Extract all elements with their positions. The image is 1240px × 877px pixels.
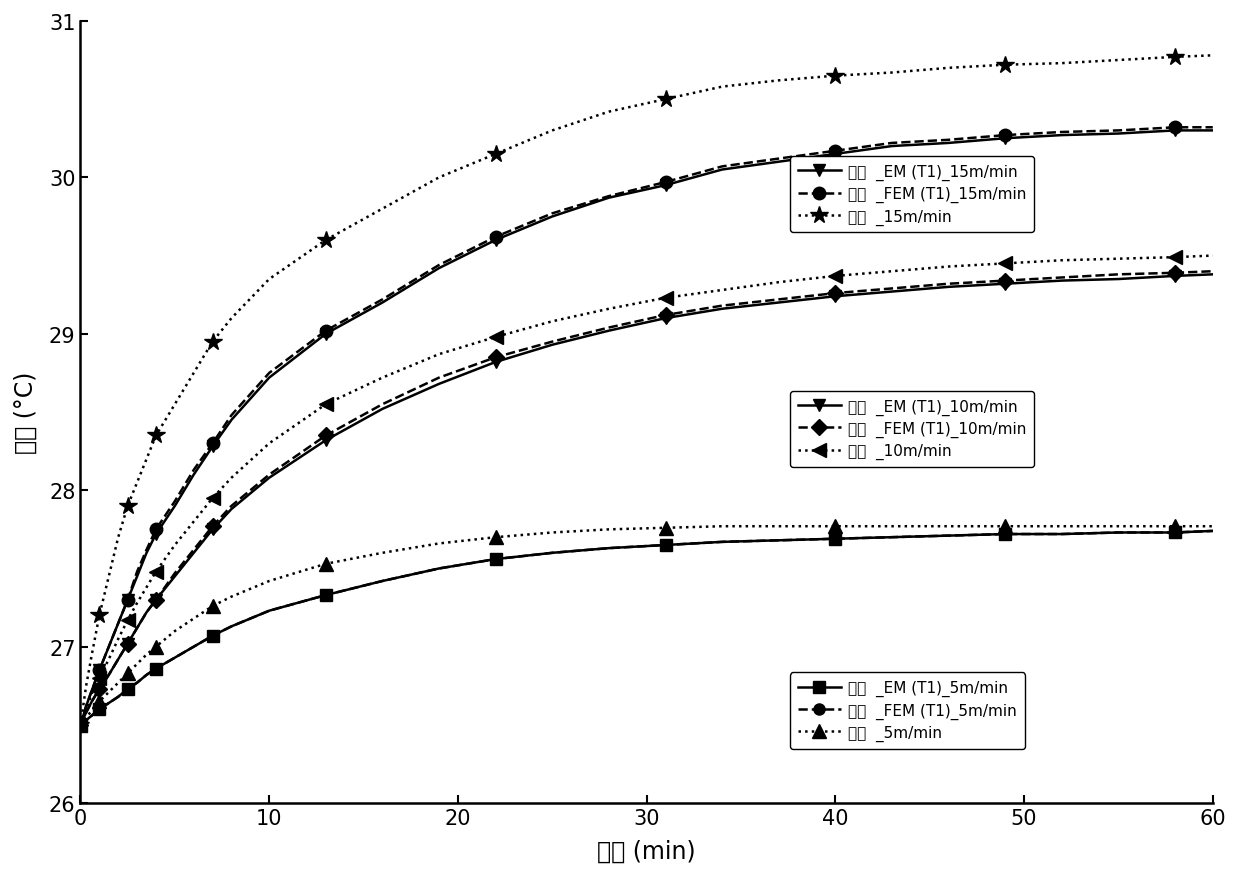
Legend: 表面  _EM (T1)_5m/min, 表面  _FEM (T1)_5m/min, 中心  _5m/min: 表面 _EM (T1)_5m/min, 表面 _FEM (T1)_5m/min,… xyxy=(790,673,1024,749)
X-axis label: 时间 (min): 时间 (min) xyxy=(598,839,696,863)
Y-axis label: 温度 (°C): 温度 (°C) xyxy=(14,371,38,453)
